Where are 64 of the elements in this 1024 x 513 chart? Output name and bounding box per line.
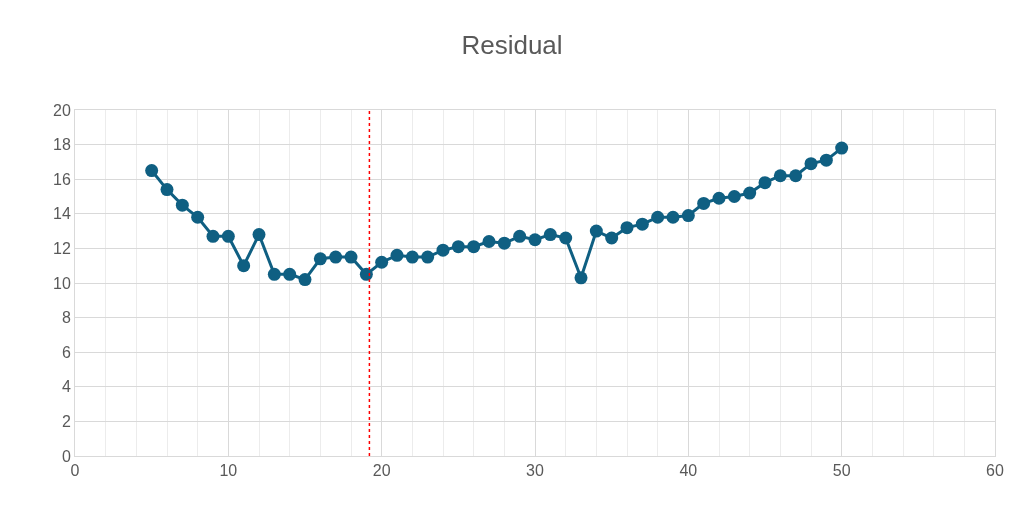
point bbox=[697, 196, 711, 210]
x-tick-label: 40 bbox=[679, 462, 698, 480]
y-tick-label: 14 bbox=[53, 205, 71, 223]
y-tick-label: 2 bbox=[61, 413, 71, 430]
point bbox=[620, 221, 634, 235]
point bbox=[436, 243, 450, 257]
point bbox=[344, 250, 358, 264]
point bbox=[175, 198, 189, 212]
point bbox=[513, 229, 527, 243]
point bbox=[635, 217, 649, 231]
point bbox=[559, 231, 573, 245]
point bbox=[712, 191, 726, 205]
point bbox=[467, 240, 481, 254]
point bbox=[773, 169, 787, 183]
point bbox=[666, 210, 680, 224]
y-tick-label: 8 bbox=[61, 309, 71, 327]
x-tick-label: 20 bbox=[372, 462, 391, 480]
point bbox=[789, 169, 803, 183]
point bbox=[543, 228, 557, 242]
point bbox=[313, 252, 327, 266]
point bbox=[221, 229, 235, 243]
x-tick-label: 50 bbox=[832, 462, 851, 480]
point bbox=[758, 176, 772, 190]
point bbox=[819, 153, 833, 167]
point bbox=[390, 248, 404, 262]
point bbox=[497, 236, 511, 250]
y-tick-label: 12 bbox=[53, 240, 71, 257]
chart-title: Residual bbox=[461, 30, 563, 61]
point bbox=[298, 273, 312, 287]
y-tick-label: 18 bbox=[53, 136, 71, 154]
point bbox=[329, 250, 343, 264]
y-tick-label: 6 bbox=[61, 343, 71, 361]
point bbox=[574, 271, 588, 285]
point bbox=[237, 259, 251, 273]
point bbox=[421, 250, 435, 264]
point bbox=[160, 183, 174, 197]
y-tick-label: 0 bbox=[61, 447, 71, 465]
point bbox=[605, 231, 619, 245]
point bbox=[743, 186, 757, 200]
point bbox=[589, 224, 603, 238]
x-tick-label: 30 bbox=[526, 462, 544, 480]
point bbox=[835, 141, 849, 155]
point bbox=[804, 157, 818, 171]
point bbox=[375, 255, 389, 269]
point bbox=[145, 164, 159, 178]
y-tick-label: 10 bbox=[53, 274, 71, 292]
y-tick-label: 4 bbox=[61, 378, 71, 396]
point bbox=[405, 250, 419, 264]
x-tick-label: 60 bbox=[986, 462, 1004, 480]
point bbox=[681, 209, 695, 223]
y-tick-label: 20 bbox=[53, 101, 71, 119]
y-tick-label: 16 bbox=[53, 170, 71, 188]
point bbox=[206, 229, 220, 243]
point bbox=[267, 267, 281, 281]
point bbox=[651, 210, 665, 224]
x-tick-label: 10 bbox=[219, 462, 238, 480]
point bbox=[283, 267, 297, 281]
point bbox=[252, 228, 266, 242]
point bbox=[482, 234, 496, 248]
point bbox=[191, 210, 205, 224]
point bbox=[528, 233, 542, 247]
point bbox=[727, 190, 741, 203]
point bbox=[451, 240, 465, 254]
point bbox=[359, 267, 373, 281]
